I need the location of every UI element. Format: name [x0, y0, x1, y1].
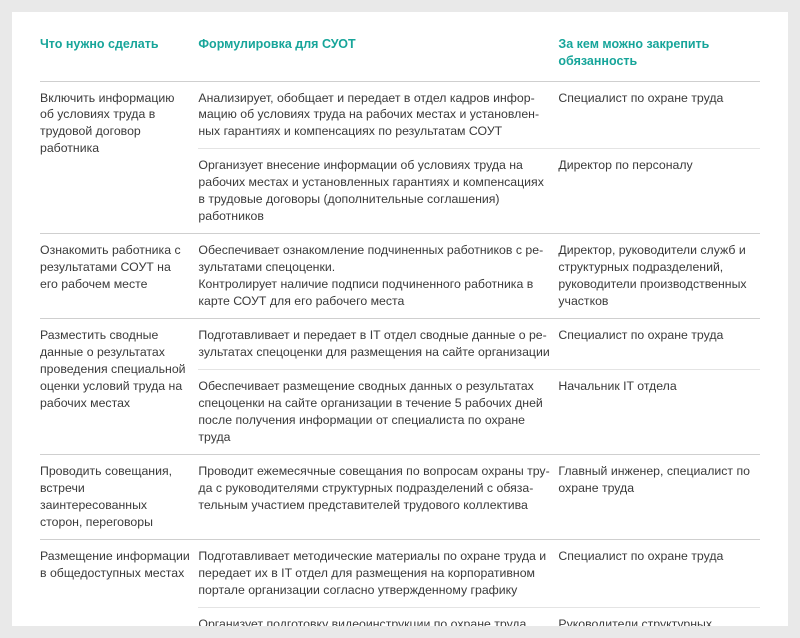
cell-responsible: Специалист по охране труда: [558, 319, 760, 370]
cell-task: Проводить сове­щания, встречи заинтересо…: [40, 454, 198, 539]
cell-responsible: Директор по персоналу: [558, 149, 760, 234]
col-header-responsible: За кем можно закрепить обязанность: [558, 36, 760, 81]
cell-wording: Подготавливает и передает в IT отдел сво…: [198, 319, 558, 370]
col-header-task: Что нужно сделать: [40, 36, 198, 81]
table-body: Включить инфор­мацию об условиях труда в…: [40, 81, 760, 626]
responsibilities-table: Что нужно сделать Формулировка для СУОТ …: [40, 36, 760, 626]
cell-responsible: Специалист по охране труда: [558, 539, 760, 607]
cell-responsible: Директор, руководители служб и структурн…: [558, 234, 760, 319]
cell-wording: Обеспечивает размещение сводных данных о…: [198, 370, 558, 455]
cell-wording: Анализирует, обобщает и передает в отдел…: [198, 81, 558, 149]
cell-wording: Обеспечивает ознакомление подчиненных ра…: [198, 234, 558, 319]
table-row: Проводить сове­щания, встречи заинтересо…: [40, 454, 760, 539]
table-row: Размещение ин­формации в обще­доступных …: [40, 539, 760, 607]
cell-task: Ознакомить работ­ника с результа­тами СО…: [40, 234, 198, 319]
table-header-row: Что нужно сделать Формулировка для СУОТ …: [40, 36, 760, 81]
cell-wording: Подготавливает методические материалы по…: [198, 539, 558, 607]
cell-task: Размещение ин­формации в обще­доступных …: [40, 539, 198, 626]
cell-wording: Проводит ежемесячные совещания по вопрос…: [198, 454, 558, 539]
cell-wording: Организует внесение информации об услови…: [198, 149, 558, 234]
cell-task: Включить инфор­мацию об условиях труда в…: [40, 81, 198, 234]
table-row: Разместить сводные данные о результа­тах…: [40, 319, 760, 370]
table-row: Включить инфор­мацию об условиях труда в…: [40, 81, 760, 149]
cell-responsible: Начальник IT отдела: [558, 370, 760, 455]
cell-responsible: Главный инженер, специа­лист по охране т…: [558, 454, 760, 539]
table-row: Ознакомить работ­ника с результа­тами СО…: [40, 234, 760, 319]
col-header-wording: Формулировка для СУОТ: [198, 36, 558, 81]
document-sheet: Что нужно сделать Формулировка для СУОТ …: [12, 12, 788, 626]
cell-responsible: Специалист по охране труда: [558, 81, 760, 149]
cell-task: Разместить сводные данные о результа­тах…: [40, 319, 198, 455]
cell-wording: Организует подготовку видеоинструкции по…: [198, 607, 558, 626]
cell-responsible: Руководители структурных подразделений: [558, 607, 760, 626]
